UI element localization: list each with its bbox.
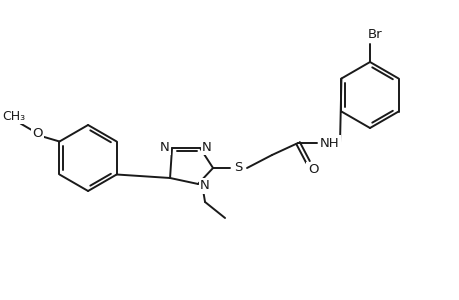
Text: O: O <box>32 127 43 140</box>
Text: O: O <box>307 164 318 176</box>
Text: NH: NH <box>319 136 339 149</box>
Text: N: N <box>200 179 209 193</box>
Text: N: N <box>160 140 169 154</box>
Text: CH₃: CH₃ <box>2 110 25 123</box>
Text: Br: Br <box>367 28 381 40</box>
Text: S: S <box>233 161 242 175</box>
Text: N: N <box>202 140 212 154</box>
